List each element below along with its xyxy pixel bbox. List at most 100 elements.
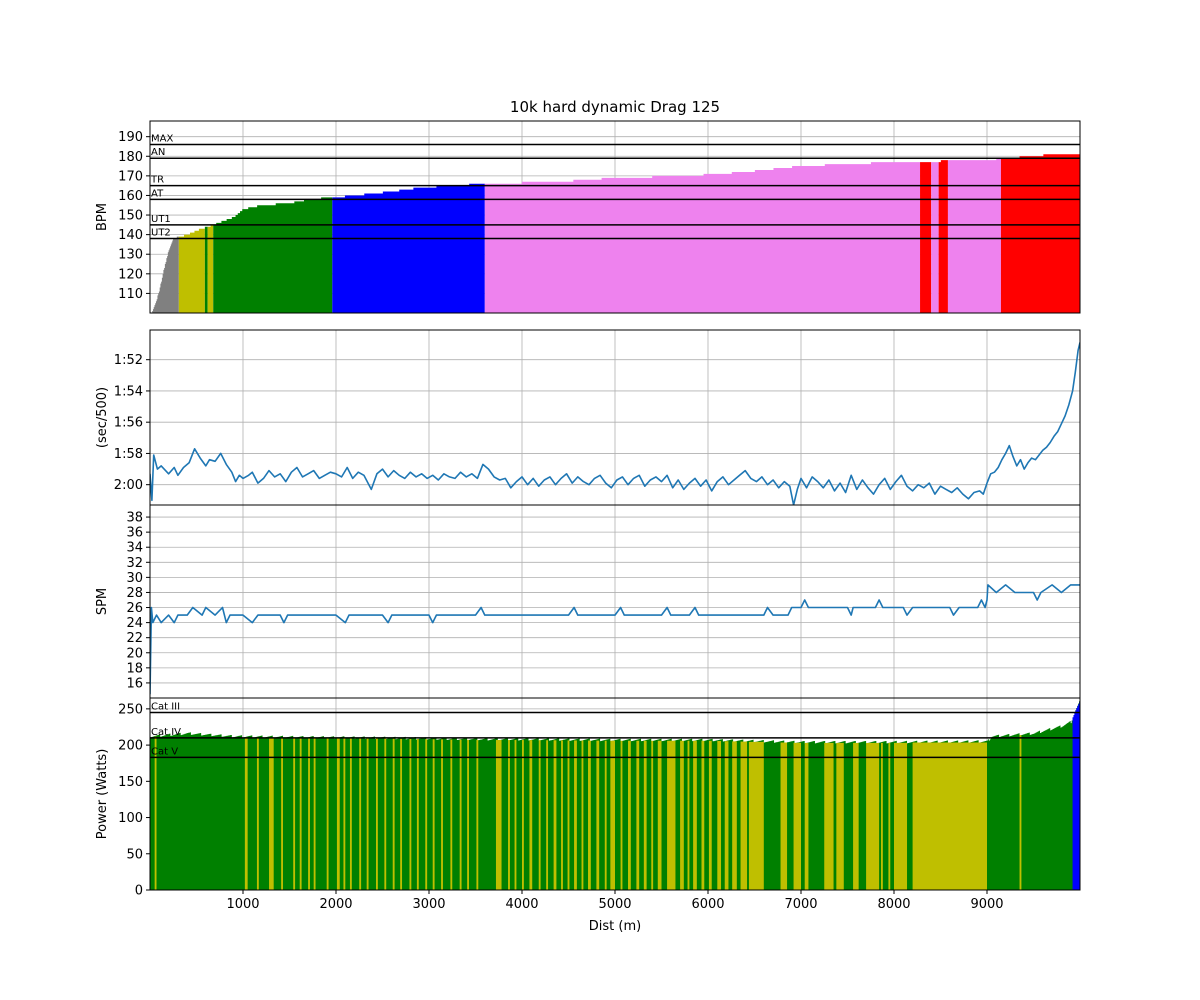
power-bar-yellow (836, 742, 844, 890)
x-tick-label: 4000 (505, 897, 538, 912)
power-bar-yellow (392, 738, 395, 890)
hr-zone-bar (213, 197, 333, 313)
y-tick-label: 150 (118, 775, 143, 790)
power-bar-yellow (636, 740, 640, 890)
y-tick-label: 150 (118, 209, 143, 224)
power-bar-yellow (508, 740, 510, 890)
power-bar-yellow (687, 740, 690, 890)
x-tick-label: 5000 (598, 897, 631, 912)
power-bar-yellow (596, 740, 600, 890)
y-tick-label: 28 (126, 586, 143, 601)
power-bar-yellow (793, 742, 801, 890)
y-tick-label: 30 (126, 571, 143, 586)
power-bar-yellow (701, 740, 705, 890)
y-tick-label: 0 (135, 884, 143, 899)
y-axis-label: SPM (95, 588, 110, 615)
power-bar-yellow (432, 739, 435, 890)
y-tick-label: 38 (126, 511, 143, 526)
power-bar-yellow (553, 740, 557, 890)
power-bar-yellow (529, 740, 533, 890)
power-bar-yellow (308, 738, 310, 890)
y-tick-label: 50 (126, 847, 143, 862)
power-bar-yellow (375, 738, 378, 890)
power-bar-yellow (299, 737, 302, 890)
panel-power: Cat III Cat IV Cat V 0 50 100 150 200 250 Power (… (95, 697, 1081, 899)
y-tick-label: 190 (118, 130, 143, 145)
y-tick-label: 200 (118, 739, 143, 754)
power-bar-yellow (384, 738, 387, 890)
zone-label: AN (151, 147, 165, 158)
power-bar-yellow (581, 740, 584, 890)
y-tick-label: 36 (126, 526, 143, 541)
hr-zone-bar (178, 228, 205, 313)
power-bar-yellow (561, 740, 563, 890)
power-bar-yellow (628, 740, 631, 890)
y-tick-label: 120 (118, 267, 143, 282)
y-tick-label: 2:00 (114, 478, 143, 493)
power-bar-yellow (588, 740, 591, 890)
power-bar-yellow (748, 741, 764, 890)
y-tick-label: 1:52 (114, 353, 143, 368)
y-tick-label: 170 (118, 169, 143, 184)
y-tick-label: 16 (126, 676, 143, 691)
power-bar-yellow (643, 740, 647, 890)
power-bar-yellow (604, 740, 607, 890)
power-bar-yellow (804, 742, 809, 890)
y-tick-label: 180 (118, 150, 143, 165)
hr-zone-bar (484, 162, 921, 313)
power-bar-yellow (866, 742, 880, 890)
zone-label: MAX (151, 134, 173, 145)
power-bar-yellow (450, 739, 453, 890)
hr-zone-bar (920, 162, 932, 313)
power-bar-yellow (667, 740, 676, 890)
power-bar-yellow (708, 740, 712, 890)
y-tick-label: 18 (126, 661, 143, 676)
y-axis-label: Power (Watts) (95, 749, 110, 840)
power-bar-yellow (326, 738, 329, 890)
power-bar-yellow (894, 742, 908, 890)
power-bar-yellow (574, 740, 577, 890)
zone-label: Cat III (151, 701, 180, 712)
power-bar-yellow (912, 742, 987, 890)
y-tick-label: 26 (126, 601, 143, 616)
power-bar-yellow (441, 739, 443, 890)
hr-zone-bar (204, 226, 208, 313)
zone-label: UT2 (151, 228, 171, 239)
power-bar-yellow (281, 737, 283, 890)
hr-zone-bar (1000, 154, 1080, 313)
panel-body (150, 330, 1080, 505)
power-bar-yellow (888, 742, 891, 890)
y-tick-label: 1:58 (114, 447, 143, 462)
power-bar-yellow (425, 739, 428, 890)
y-tick-label: 32 (126, 556, 143, 571)
y-tick-label: 140 (118, 228, 143, 243)
hr-zone-bar (931, 162, 939, 313)
power-bar-yellow (657, 740, 662, 890)
power-bar-yellow (269, 737, 274, 890)
power-bar-yellow (313, 738, 316, 890)
power-bar-yellow (1019, 735, 1022, 890)
power-bar-yellow (476, 739, 479, 890)
power-bar-yellow (880, 742, 883, 890)
power-bar-yellow (824, 742, 834, 890)
panel-body (150, 505, 1080, 698)
power-bar-yellow (717, 741, 722, 890)
power-bars-blue (1072, 702, 1080, 890)
zone-label: Cat V (151, 746, 178, 757)
y-tick-label: 1:56 (114, 416, 143, 431)
panels: MAXANTRATUT1UT21101201301401501601701801… (95, 120, 1081, 912)
zone-label: UT1 (151, 214, 171, 225)
y-tick-label: 250 (118, 702, 143, 717)
power-bar-yellow (495, 740, 502, 890)
power-bar-yellow (409, 738, 412, 890)
power-bar-yellow (256, 737, 259, 890)
y-tick-label: 100 (118, 811, 143, 826)
power-bar-yellow (740, 741, 748, 890)
power-bar-yellow (620, 740, 623, 890)
zone-label: Cat IV (151, 727, 181, 738)
y-tick-label: 130 (118, 248, 143, 263)
x-tick-label: 2000 (319, 897, 352, 912)
power-bar-yellow (154, 736, 157, 890)
